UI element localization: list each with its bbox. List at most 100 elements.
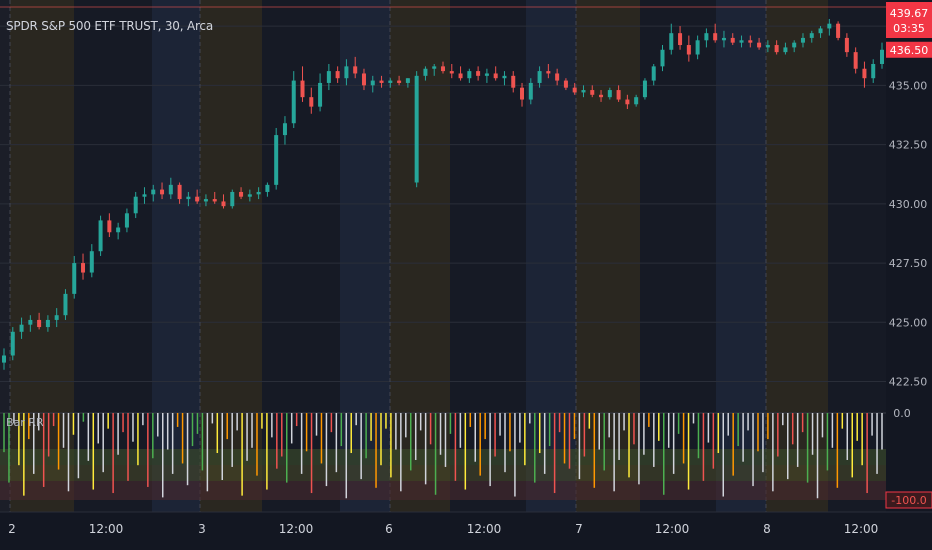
candle-body bbox=[247, 194, 252, 197]
candle-body bbox=[318, 82, 323, 107]
candle-body bbox=[221, 201, 226, 207]
candle-body bbox=[634, 97, 639, 105]
time-tick-label: 12:00 bbox=[279, 522, 314, 536]
candle-body bbox=[520, 87, 525, 100]
candle-body bbox=[484, 73, 489, 76]
session-band-0 bbox=[0, 0, 10, 520]
candle-body bbox=[563, 80, 568, 88]
candle-body bbox=[441, 66, 445, 72]
candle-body bbox=[37, 319, 42, 328]
candle-body bbox=[423, 68, 428, 76]
time-tick-label: 2 bbox=[8, 522, 16, 536]
candle-body bbox=[230, 191, 235, 207]
candle-body bbox=[660, 49, 665, 67]
indicator-min-tag bbox=[885, 491, 932, 509]
candle-body bbox=[476, 71, 481, 76]
candle-body bbox=[871, 63, 876, 79]
candle-body bbox=[72, 263, 77, 294]
candle-body bbox=[291, 80, 296, 124]
candle-body bbox=[45, 319, 50, 328]
candle-body bbox=[151, 189, 156, 195]
time-tick-label: 12:00 bbox=[844, 522, 879, 536]
candle-body bbox=[546, 71, 551, 74]
price-tick-label: 435.00 bbox=[889, 79, 928, 92]
candle-body bbox=[107, 220, 112, 233]
price-tick-label: 425.00 bbox=[889, 316, 928, 329]
candle-body bbox=[616, 90, 621, 100]
price-axis[interactable]: 422.50425.00427.50430.00432.50435.00437.… bbox=[885, 0, 932, 550]
candle-body bbox=[177, 184, 182, 200]
candle-body bbox=[89, 251, 94, 273]
candle-body bbox=[239, 191, 244, 197]
candle-body bbox=[124, 213, 129, 228]
candle-body bbox=[844, 37, 849, 53]
candle-body bbox=[502, 75, 507, 79]
candle-body bbox=[678, 33, 683, 46]
time-tick-label: 8 bbox=[763, 522, 771, 536]
last-price-tag bbox=[886, 41, 932, 58]
countdown-label: 03:35 bbox=[893, 22, 925, 35]
chart-title: SPDR S&P 500 ETF TRUST, 30, Arca bbox=[6, 19, 213, 33]
alert-price-tag bbox=[886, 2, 932, 38]
candle-body bbox=[590, 90, 595, 95]
candle-body bbox=[721, 37, 726, 41]
candle-body bbox=[282, 123, 287, 136]
candle-body bbox=[326, 71, 331, 83]
candle-body bbox=[555, 73, 560, 81]
candle-body bbox=[642, 80, 647, 98]
candle-body bbox=[54, 315, 59, 320]
candle-body bbox=[63, 293, 68, 316]
candle-body bbox=[353, 66, 358, 74]
candle-body bbox=[405, 78, 410, 83]
time-axis-bg bbox=[0, 512, 932, 550]
time-tick-label: 12:00 bbox=[467, 522, 502, 536]
candle-body bbox=[809, 33, 814, 38]
candle-body bbox=[274, 135, 279, 185]
candle-body bbox=[458, 73, 463, 79]
candle-body bbox=[256, 191, 261, 195]
candle-body bbox=[335, 71, 340, 79]
candle-body bbox=[81, 263, 86, 273]
time-axis[interactable]: 2 12:00 3 12:00 6 12:00 7 12:00 8 12:00 bbox=[0, 511, 932, 550]
price-axis-bg bbox=[886, 0, 932, 550]
candle-body bbox=[203, 199, 208, 202]
price-grid bbox=[0, 0, 886, 520]
candle-body bbox=[19, 324, 24, 332]
candle-body bbox=[133, 196, 138, 214]
candle-body bbox=[511, 75, 516, 88]
candle-body bbox=[695, 40, 700, 55]
candle-body bbox=[388, 80, 393, 83]
candle-body bbox=[774, 45, 779, 53]
candle-body bbox=[361, 73, 366, 86]
candle-body bbox=[669, 33, 674, 50]
candle-body bbox=[300, 80, 305, 98]
candle-body bbox=[98, 220, 103, 252]
indicator-zone-1 bbox=[0, 465, 886, 481]
candle-body bbox=[528, 82, 533, 100]
candle-body bbox=[142, 194, 147, 197]
candle-body bbox=[748, 40, 753, 43]
candle-body bbox=[783, 47, 788, 53]
session-band-9 bbox=[526, 0, 576, 520]
time-tick-label: 6 bbox=[385, 522, 393, 536]
candle-body bbox=[2, 355, 6, 363]
price-tick-label: 422.50 bbox=[889, 376, 928, 389]
candle-body bbox=[160, 189, 165, 195]
candle-body bbox=[28, 319, 33, 325]
candle-body bbox=[607, 90, 612, 98]
candle-body bbox=[572, 87, 577, 93]
candle-body bbox=[449, 71, 454, 74]
bar-rr-indicator bbox=[0, 412, 932, 500]
candle-body bbox=[704, 33, 709, 41]
candle-body bbox=[581, 90, 586, 93]
indicator-zone-2 bbox=[0, 481, 886, 500]
session-band-11 bbox=[640, 0, 716, 520]
candle-body bbox=[836, 23, 841, 38]
candle-body bbox=[212, 199, 217, 202]
alert-price-label: 439.67 bbox=[890, 7, 929, 20]
candle-body bbox=[168, 184, 173, 195]
candle-body bbox=[880, 49, 884, 64]
candle-body bbox=[827, 23, 832, 29]
candle-body bbox=[853, 52, 858, 69]
